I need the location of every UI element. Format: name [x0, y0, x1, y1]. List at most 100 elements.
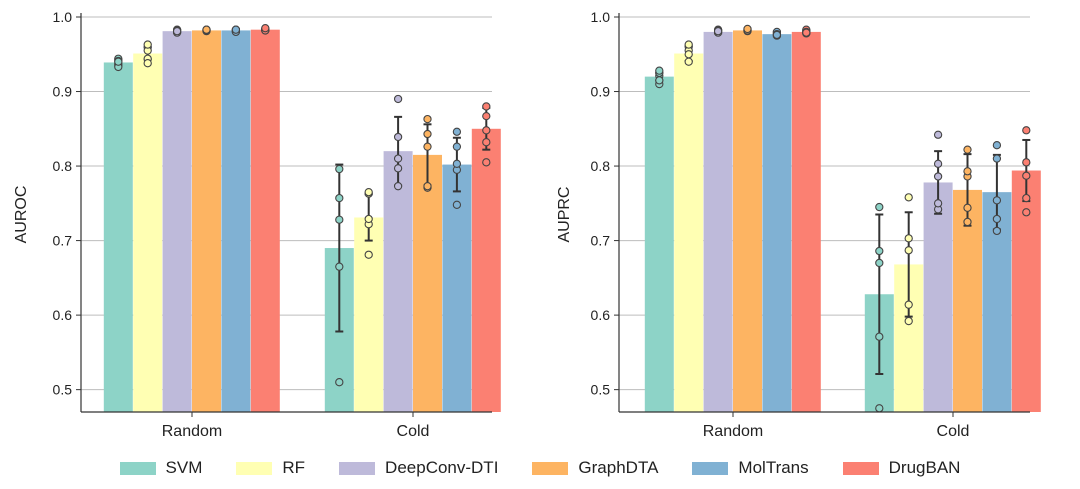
data-point	[933, 130, 943, 139]
data-point	[143, 59, 152, 68]
legend-item-drugban: DrugBAN	[842, 458, 961, 478]
bar-drugban-cold	[1011, 170, 1041, 412]
data-point	[452, 142, 462, 151]
legend-item-deepconv-dti: DeepConv-DTI	[339, 458, 498, 478]
y-tick-label: 0.7	[53, 233, 73, 249]
data-point	[452, 159, 462, 168]
data-point	[1022, 158, 1031, 167]
bar-rf-cold	[354, 217, 384, 412]
bar-moltrans-random	[221, 30, 251, 412]
data-point	[423, 182, 432, 191]
bar-drugban-random	[250, 29, 280, 413]
data-point	[482, 158, 491, 167]
data-point	[261, 24, 270, 33]
data-point	[743, 24, 752, 34]
data-point	[482, 102, 491, 111]
legend-label: MolTrans	[738, 458, 809, 477]
legend-item-moltrans: MolTrans	[692, 458, 809, 478]
y-tick-label: 0.8	[53, 158, 73, 174]
data-point	[114, 57, 123, 66]
y-axis-label: AUPRC	[556, 186, 573, 242]
bar-rf-random	[133, 53, 163, 413]
y-tick-label: 0.9	[591, 84, 611, 100]
data-point	[904, 316, 913, 326]
x-tick-label-cold: Cold	[397, 423, 430, 440]
data-point	[992, 214, 1002, 224]
data-point	[335, 164, 344, 174]
data-point	[423, 114, 432, 124]
data-point	[904, 234, 913, 243]
bar-graphdta-cold	[413, 154, 442, 412]
data-point	[393, 94, 403, 104]
data-point	[452, 127, 462, 136]
bar-rf-random	[674, 53, 704, 413]
bar-deepconv-dti-cold	[923, 182, 953, 412]
legend-label: DrugBAN	[888, 458, 961, 477]
data-point	[482, 138, 491, 147]
bar-svm-random	[103, 62, 133, 412]
data-point	[1022, 193, 1031, 203]
data-point	[393, 182, 403, 191]
charts-svg: 0.5 0.6 0.7 0.8 0.9 1.0 Random Cold AUROC 0.5 0.6 0…	[13, 9, 1041, 440]
data-point	[933, 172, 943, 181]
bar-drugban-random	[791, 31, 821, 412]
data-point	[482, 126, 491, 135]
y-tick-label: 0.5	[591, 382, 611, 398]
data-point	[875, 258, 884, 268]
data-point	[655, 66, 664, 75]
data-point	[335, 378, 344, 387]
legend-label: RF	[282, 458, 306, 477]
y-tick-label: 0.7	[591, 233, 611, 249]
data-point	[393, 154, 403, 163]
data-point	[933, 199, 943, 208]
bar-deepconv-dti-cold	[383, 151, 413, 412]
data-point	[143, 40, 152, 49]
legend-swatch	[339, 461, 376, 475]
y-axis-label: AUROC	[13, 186, 30, 244]
data-point	[992, 196, 1002, 205]
y-tick-label: 0.5	[53, 382, 73, 398]
y-tick-label: 0.6	[591, 307, 611, 323]
data-point	[684, 50, 693, 59]
data-point	[992, 141, 1002, 150]
data-point	[335, 215, 344, 224]
data-point	[933, 159, 943, 168]
legend-swatch	[692, 461, 729, 475]
legend-label: SVM	[165, 458, 203, 477]
bar-drugban-cold	[471, 128, 501, 412]
data-point	[364, 187, 373, 197]
y-tick-label: 0.6	[53, 307, 73, 323]
data-point	[904, 193, 913, 202]
data-point	[231, 25, 241, 34]
legend-item-svm: SVM	[119, 458, 203, 478]
legend-swatch	[842, 461, 879, 475]
y-tick-label: 1.0	[53, 9, 73, 25]
data-point	[904, 246, 913, 255]
data-point	[802, 28, 811, 37]
data-point	[423, 142, 432, 151]
data-point	[202, 25, 211, 34]
data-point	[875, 332, 884, 341]
data-point	[452, 200, 462, 209]
data-point	[335, 193, 344, 203]
legend-label: GraphDTA	[578, 458, 659, 477]
data-point	[772, 30, 782, 40]
bar-deepconv-dti-random	[162, 31, 192, 413]
data-point	[482, 111, 491, 121]
data-point	[963, 145, 972, 154]
data-point	[875, 246, 884, 256]
bar-graphdta-random	[733, 30, 762, 412]
x-tick-label-random: Random	[703, 423, 763, 440]
data-point	[963, 217, 972, 227]
bar-moltrans-random	[762, 34, 792, 412]
y-tick-label: 0.8	[591, 158, 611, 174]
data-point	[992, 226, 1002, 236]
legend-item-graphdta: GraphDTA	[532, 458, 658, 478]
data-point	[684, 57, 693, 66]
y-tick-label: 1.0	[591, 9, 611, 25]
data-point	[172, 27, 182, 36]
bar-graphdta-cold	[953, 189, 982, 412]
data-point	[992, 154, 1002, 163]
data-point	[364, 250, 373, 259]
data-point	[904, 300, 913, 309]
